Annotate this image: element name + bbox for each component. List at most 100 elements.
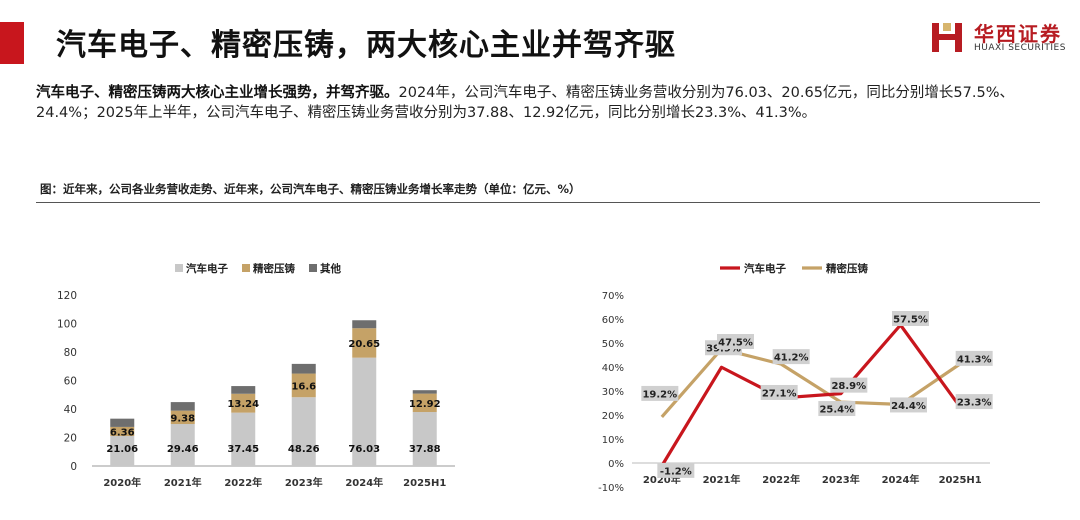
bar-segment (110, 435, 135, 466)
legend-label: 其他 (320, 262, 341, 275)
legend-label: 精密压铸 (253, 262, 295, 275)
page-title: 汽车电子、精密压铸，两大核心主业并驾齐驱 (56, 28, 676, 63)
logo-english-name: HUAXI SECURITIES (974, 43, 1066, 53)
data-label-box (818, 401, 856, 417)
line-data-label: 19.2% (642, 389, 677, 400)
y-tick-label: 0% (608, 459, 624, 470)
y-tick-label: 50% (602, 339, 624, 350)
logo-chinese-name: 华西证券 (974, 22, 1062, 46)
brand-logo: 华西证券 HUAXI SECURITIES (930, 18, 1070, 58)
y-tick-label: 100 (57, 319, 77, 331)
bar-data-label: 37.88 (409, 444, 441, 455)
data-label-box (890, 397, 927, 413)
y-tick-label: 20 (64, 433, 77, 445)
line-data-label: 27.1% (762, 388, 797, 399)
bar-segment (231, 393, 256, 413)
data-label-box (641, 385, 679, 401)
legend-swatch (175, 264, 183, 272)
line-data-label: 41.3% (957, 354, 992, 365)
x-tick-label: 2023年 (822, 473, 860, 486)
bar-data-label: 21.06 (106, 444, 138, 455)
bar-segment (412, 393, 437, 413)
y-tick-label: 120 (57, 290, 77, 302)
bar-segment (412, 412, 437, 466)
series-line (660, 323, 962, 467)
data-label-box (955, 350, 993, 366)
bar-data-label: 16.6 (291, 381, 316, 392)
bar-segment (352, 357, 377, 466)
line-data-label: 57.5% (893, 315, 928, 326)
x-tick-label: 2024年 (345, 476, 383, 489)
summary-paragraph: 汽车电子、精密压铸两大核心主业增长强势，并驾齐驱。2024年，公司汽车电子、精密… (36, 83, 1046, 123)
legend-label: 汽车电子 (744, 262, 786, 275)
summary-text: 2024年，公司汽车电子、精密压铸业务营收分别为76.03、20.65亿元，同比… (36, 85, 1014, 121)
x-tick-label: 2021年 (703, 473, 741, 486)
x-tick-label: 2025H1 (403, 478, 446, 489)
bar-segment (291, 397, 316, 466)
bar-segment (231, 386, 256, 394)
x-tick-label: 2022年 (762, 473, 800, 486)
bar-data-label: 9.38 (170, 413, 195, 424)
figure-caption: 图：近年来，公司各业务营收走势、近年来，公司汽车电子、精密压铸业务增长率走势（单… (40, 182, 581, 196)
bar-data-label: 6.36 (110, 427, 135, 438)
data-label-box (657, 462, 695, 478)
y-tick-label: 30% (602, 387, 624, 398)
bar-segment (352, 328, 377, 358)
line-data-label: 28.9% (831, 381, 866, 392)
bar-segment (231, 412, 256, 466)
data-label-box (955, 394, 993, 410)
growth-line-chart: -10%0%10%20%30%40%50%60%70%2020年 2021年 202… (598, 262, 993, 494)
bar-segment (352, 320, 377, 329)
x-tick-label: 2023年 (285, 476, 323, 489)
caption-divider (36, 202, 1040, 203)
legend-label: 精密压铸 (826, 262, 868, 275)
line-data-label: 24.4% (891, 401, 926, 412)
bar-segment (412, 390, 437, 394)
y-tick-label: 40% (602, 363, 624, 374)
bar-data-label: 12.92 (409, 399, 441, 410)
y-tick-label: 70% (602, 291, 624, 302)
x-tick-label: 2024年 (882, 473, 920, 486)
x-tick-label: 2022年 (224, 476, 262, 489)
bar-data-label: 48.26 (288, 444, 320, 455)
line-data-label: -1.2% (660, 466, 692, 477)
y-tick-label: 60% (602, 315, 624, 326)
legend-label: 汽车电子 (186, 262, 228, 275)
bar-segment (291, 373, 316, 398)
data-label-box (830, 377, 868, 393)
bar-data-label: 20.65 (348, 339, 380, 350)
y-tick-label: 80 (64, 347, 77, 359)
data-label-box (892, 311, 929, 326)
bar-segment (170, 402, 195, 411)
data-label-box (760, 384, 798, 400)
bar-segment (170, 424, 195, 466)
legend-swatch (242, 264, 250, 272)
line-data-label: 25.4% (819, 405, 854, 416)
y-tick-label: 10% (602, 435, 624, 446)
y-tick-label: 0 (70, 461, 77, 473)
line-data-label: 39.9% (706, 344, 741, 355)
y-tick-label: 40 (64, 404, 77, 416)
huaxi-logo-icon (932, 23, 962, 52)
bar-segment (110, 418, 135, 427)
bar-data-label: 37.45 (227, 444, 259, 455)
line-data-label: 41.2% (774, 353, 809, 364)
x-tick-label: 2025H1 (939, 475, 982, 486)
bar-segment (110, 426, 135, 436)
data-label-box (772, 349, 810, 365)
y-tick-label: -10% (598, 483, 624, 494)
data-label-box (717, 334, 754, 349)
line-data-label: 23.3% (957, 398, 992, 409)
bar-segment (291, 363, 316, 374)
bar-data-label: 76.03 (348, 444, 380, 455)
bar-data-label: 13.24 (227, 399, 259, 410)
revenue-stacked-bar-chart: 0 20 40 60 80 100 120 21.06 6.36 2020年 29.46 9.38 20… (57, 262, 455, 489)
x-tick-label: 2020年 (103, 476, 141, 489)
bar-segment (170, 410, 195, 425)
line-data-label: 47.5% (718, 338, 753, 349)
y-tick-label: 60 (64, 376, 77, 388)
summary-bold-lead: 汽车电子、精密压铸两大核心主业增长强势，并驾齐驱。 (36, 85, 399, 101)
y-tick-label: 20% (602, 411, 624, 422)
x-tick-label: 2021年 (164, 476, 202, 489)
bar-data-label: 29.46 (167, 444, 199, 455)
